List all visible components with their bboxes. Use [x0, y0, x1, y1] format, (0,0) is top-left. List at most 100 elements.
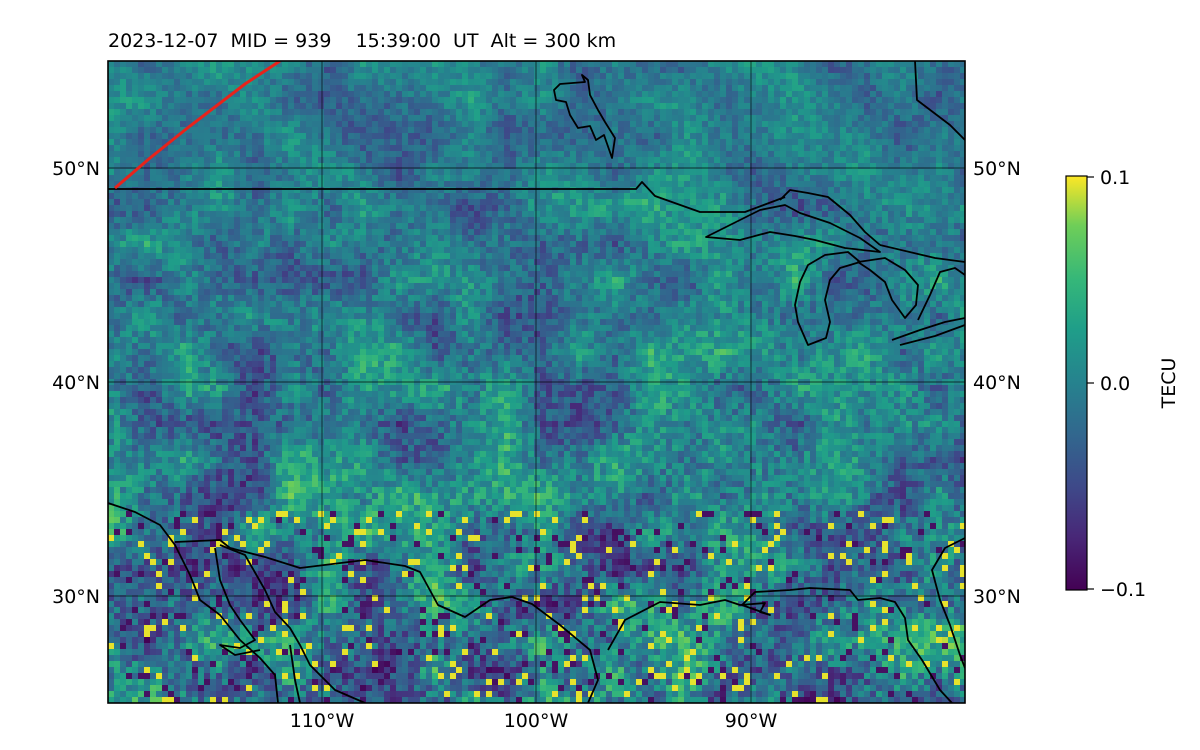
tec-cell [342, 217, 349, 224]
tec-cell [678, 259, 685, 266]
tec-cell [750, 97, 757, 104]
tec-cell [180, 91, 187, 98]
tec-cell [324, 241, 331, 248]
tec-cell [108, 235, 115, 242]
tec-cell [330, 205, 337, 212]
tec-cell [384, 79, 391, 86]
tec-cell [570, 127, 577, 134]
tec-cell [402, 169, 409, 176]
tec-cell [168, 151, 175, 158]
tec-cell [474, 163, 481, 170]
tec-cell [138, 127, 145, 134]
tec-cell [444, 139, 451, 146]
tec-cell [486, 187, 493, 194]
tec-cell [456, 115, 463, 122]
tec-cell [618, 265, 625, 272]
tec-cell [684, 265, 691, 272]
tec-cell [642, 193, 649, 200]
tec-cell [186, 181, 193, 188]
tec-cell [186, 85, 193, 92]
tec-cell [378, 85, 385, 92]
tec-cell [234, 229, 241, 236]
tec-cell [222, 235, 229, 242]
tec-cell [798, 61, 805, 68]
tec-cell [354, 97, 361, 104]
tec-cell [462, 253, 469, 260]
tec-cell [180, 121, 187, 128]
tec-cell [420, 175, 427, 182]
tec-cell [540, 163, 547, 170]
tec-cell [822, 199, 829, 206]
tec-cell [654, 79, 661, 86]
tec-cell [420, 157, 427, 164]
tec-cell [144, 115, 151, 122]
tec-cell [540, 115, 547, 122]
tec-cell [108, 79, 115, 86]
tec-cell [564, 145, 571, 152]
tec-cell [810, 151, 817, 158]
tec-cell [450, 175, 457, 182]
tec-cell [402, 115, 409, 122]
tec-cell [570, 199, 577, 206]
tec-cell [306, 157, 313, 164]
tec-cell [912, 115, 919, 122]
tec-cell [870, 205, 877, 212]
tec-cell [948, 193, 955, 200]
tec-cell [474, 121, 481, 128]
tec-cell [906, 175, 913, 182]
tec-cell [438, 259, 445, 266]
tec-cell [306, 73, 313, 80]
tec-cell [396, 79, 403, 86]
tec-cell [132, 163, 139, 170]
tec-cell [510, 229, 517, 236]
tec-cell [894, 235, 901, 242]
tec-cell [450, 109, 457, 116]
tec-cell [660, 169, 667, 176]
tec-cell [456, 199, 463, 206]
tec-cell [642, 175, 649, 182]
tec-cell [720, 169, 727, 176]
tec-cell [186, 205, 193, 212]
tec-cell [372, 133, 379, 140]
tec-cell [450, 127, 457, 134]
tec-cell [792, 79, 799, 86]
tec-cell [486, 235, 493, 242]
tec-cell [294, 97, 301, 104]
tec-cell [150, 109, 157, 116]
tec-cell [660, 181, 667, 188]
tec-cell [546, 115, 553, 122]
tec-cell [732, 247, 739, 254]
tec-cell [846, 151, 853, 158]
tec-cell [348, 235, 355, 242]
tec-cell [204, 223, 211, 230]
tec-cell [408, 217, 415, 224]
tec-cell [384, 103, 391, 110]
tec-cell [960, 253, 965, 260]
tec-cell [444, 229, 451, 236]
tec-cell [516, 109, 523, 116]
tec-cell [402, 79, 409, 86]
tec-cell [954, 139, 961, 146]
tec-cell [606, 247, 613, 254]
tec-cell [846, 205, 853, 212]
tec-cell [330, 181, 337, 188]
tec-cell [636, 73, 643, 80]
tec-cell [606, 169, 613, 176]
tec-cell [864, 67, 871, 74]
tec-cell [546, 253, 553, 260]
tec-cell [390, 109, 397, 116]
tec-cell [594, 229, 601, 236]
tec-cell [822, 73, 829, 80]
tec-cell [264, 187, 271, 194]
tec-cell [468, 259, 475, 266]
tec-cell [156, 205, 163, 212]
tec-cell [576, 229, 583, 236]
tec-cell [312, 181, 319, 188]
tec-cell [420, 103, 427, 110]
tec-cell [678, 91, 685, 98]
tec-cell [960, 157, 965, 164]
tec-cell [936, 67, 943, 74]
tec-cell [264, 169, 271, 176]
tec-cell [684, 145, 691, 152]
tec-cell [252, 97, 259, 104]
